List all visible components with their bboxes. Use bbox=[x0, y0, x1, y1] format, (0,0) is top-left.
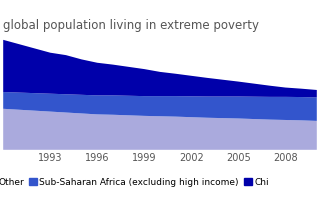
Legend: Other, Sub-Saharan Africa (excluding high income), Chi: Other, Sub-Saharan Africa (excluding hig… bbox=[0, 174, 273, 190]
Text: global population living in extreme poverty: global population living in extreme pove… bbox=[3, 19, 259, 32]
